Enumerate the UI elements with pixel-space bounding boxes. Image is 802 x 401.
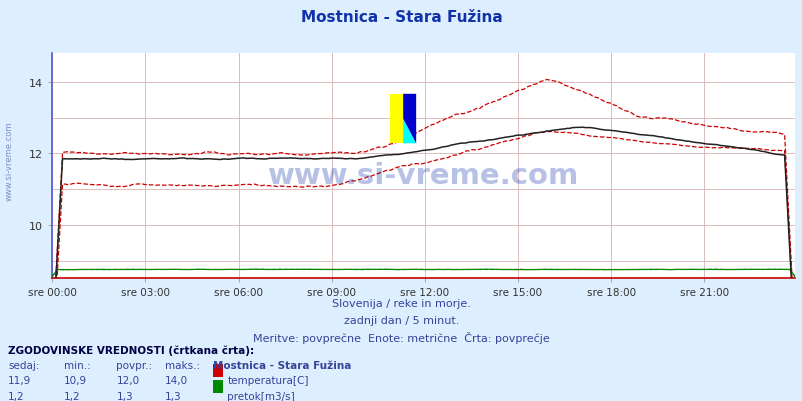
Text: 14,0: 14,0	[164, 375, 188, 385]
Text: maks.:: maks.:	[164, 360, 200, 370]
Text: sedaj:: sedaj:	[8, 360, 39, 370]
Text: www.si-vreme.com: www.si-vreme.com	[268, 162, 578, 189]
Text: 11,9: 11,9	[8, 375, 31, 385]
Text: 1,3: 1,3	[164, 391, 181, 401]
Text: 10,9: 10,9	[64, 375, 87, 385]
Text: 1,3: 1,3	[116, 391, 133, 401]
Polygon shape	[390, 95, 403, 144]
Text: Mostnica - Stara Fužina: Mostnica - Stara Fužina	[213, 360, 350, 370]
Text: temperatura[C]: temperatura[C]	[227, 375, 308, 385]
Text: Slovenija / reke in morje.: Slovenija / reke in morje.	[332, 299, 470, 309]
Text: povpr.:: povpr.:	[116, 360, 152, 370]
Text: 1,2: 1,2	[64, 391, 81, 401]
Text: ZGODOVINSKE VREDNOSTI (črtkana črta):: ZGODOVINSKE VREDNOSTI (črtkana črta):	[8, 345, 254, 355]
Text: pretok[m3/s]: pretok[m3/s]	[227, 391, 294, 401]
Text: Mostnica - Stara Fužina: Mostnica - Stara Fužina	[300, 10, 502, 25]
Text: 1,2: 1,2	[8, 391, 25, 401]
Polygon shape	[403, 119, 415, 144]
Text: 12,0: 12,0	[116, 375, 140, 385]
Text: zadnji dan / 5 minut.: zadnji dan / 5 minut.	[343, 315, 459, 325]
Text: min.:: min.:	[64, 360, 91, 370]
Polygon shape	[403, 95, 415, 144]
Text: www.si-vreme.com: www.si-vreme.com	[5, 121, 14, 200]
Text: Meritve: povprečne  Enote: metrične  Črta: povprečje: Meritve: povprečne Enote: metrične Črta:…	[253, 331, 549, 343]
